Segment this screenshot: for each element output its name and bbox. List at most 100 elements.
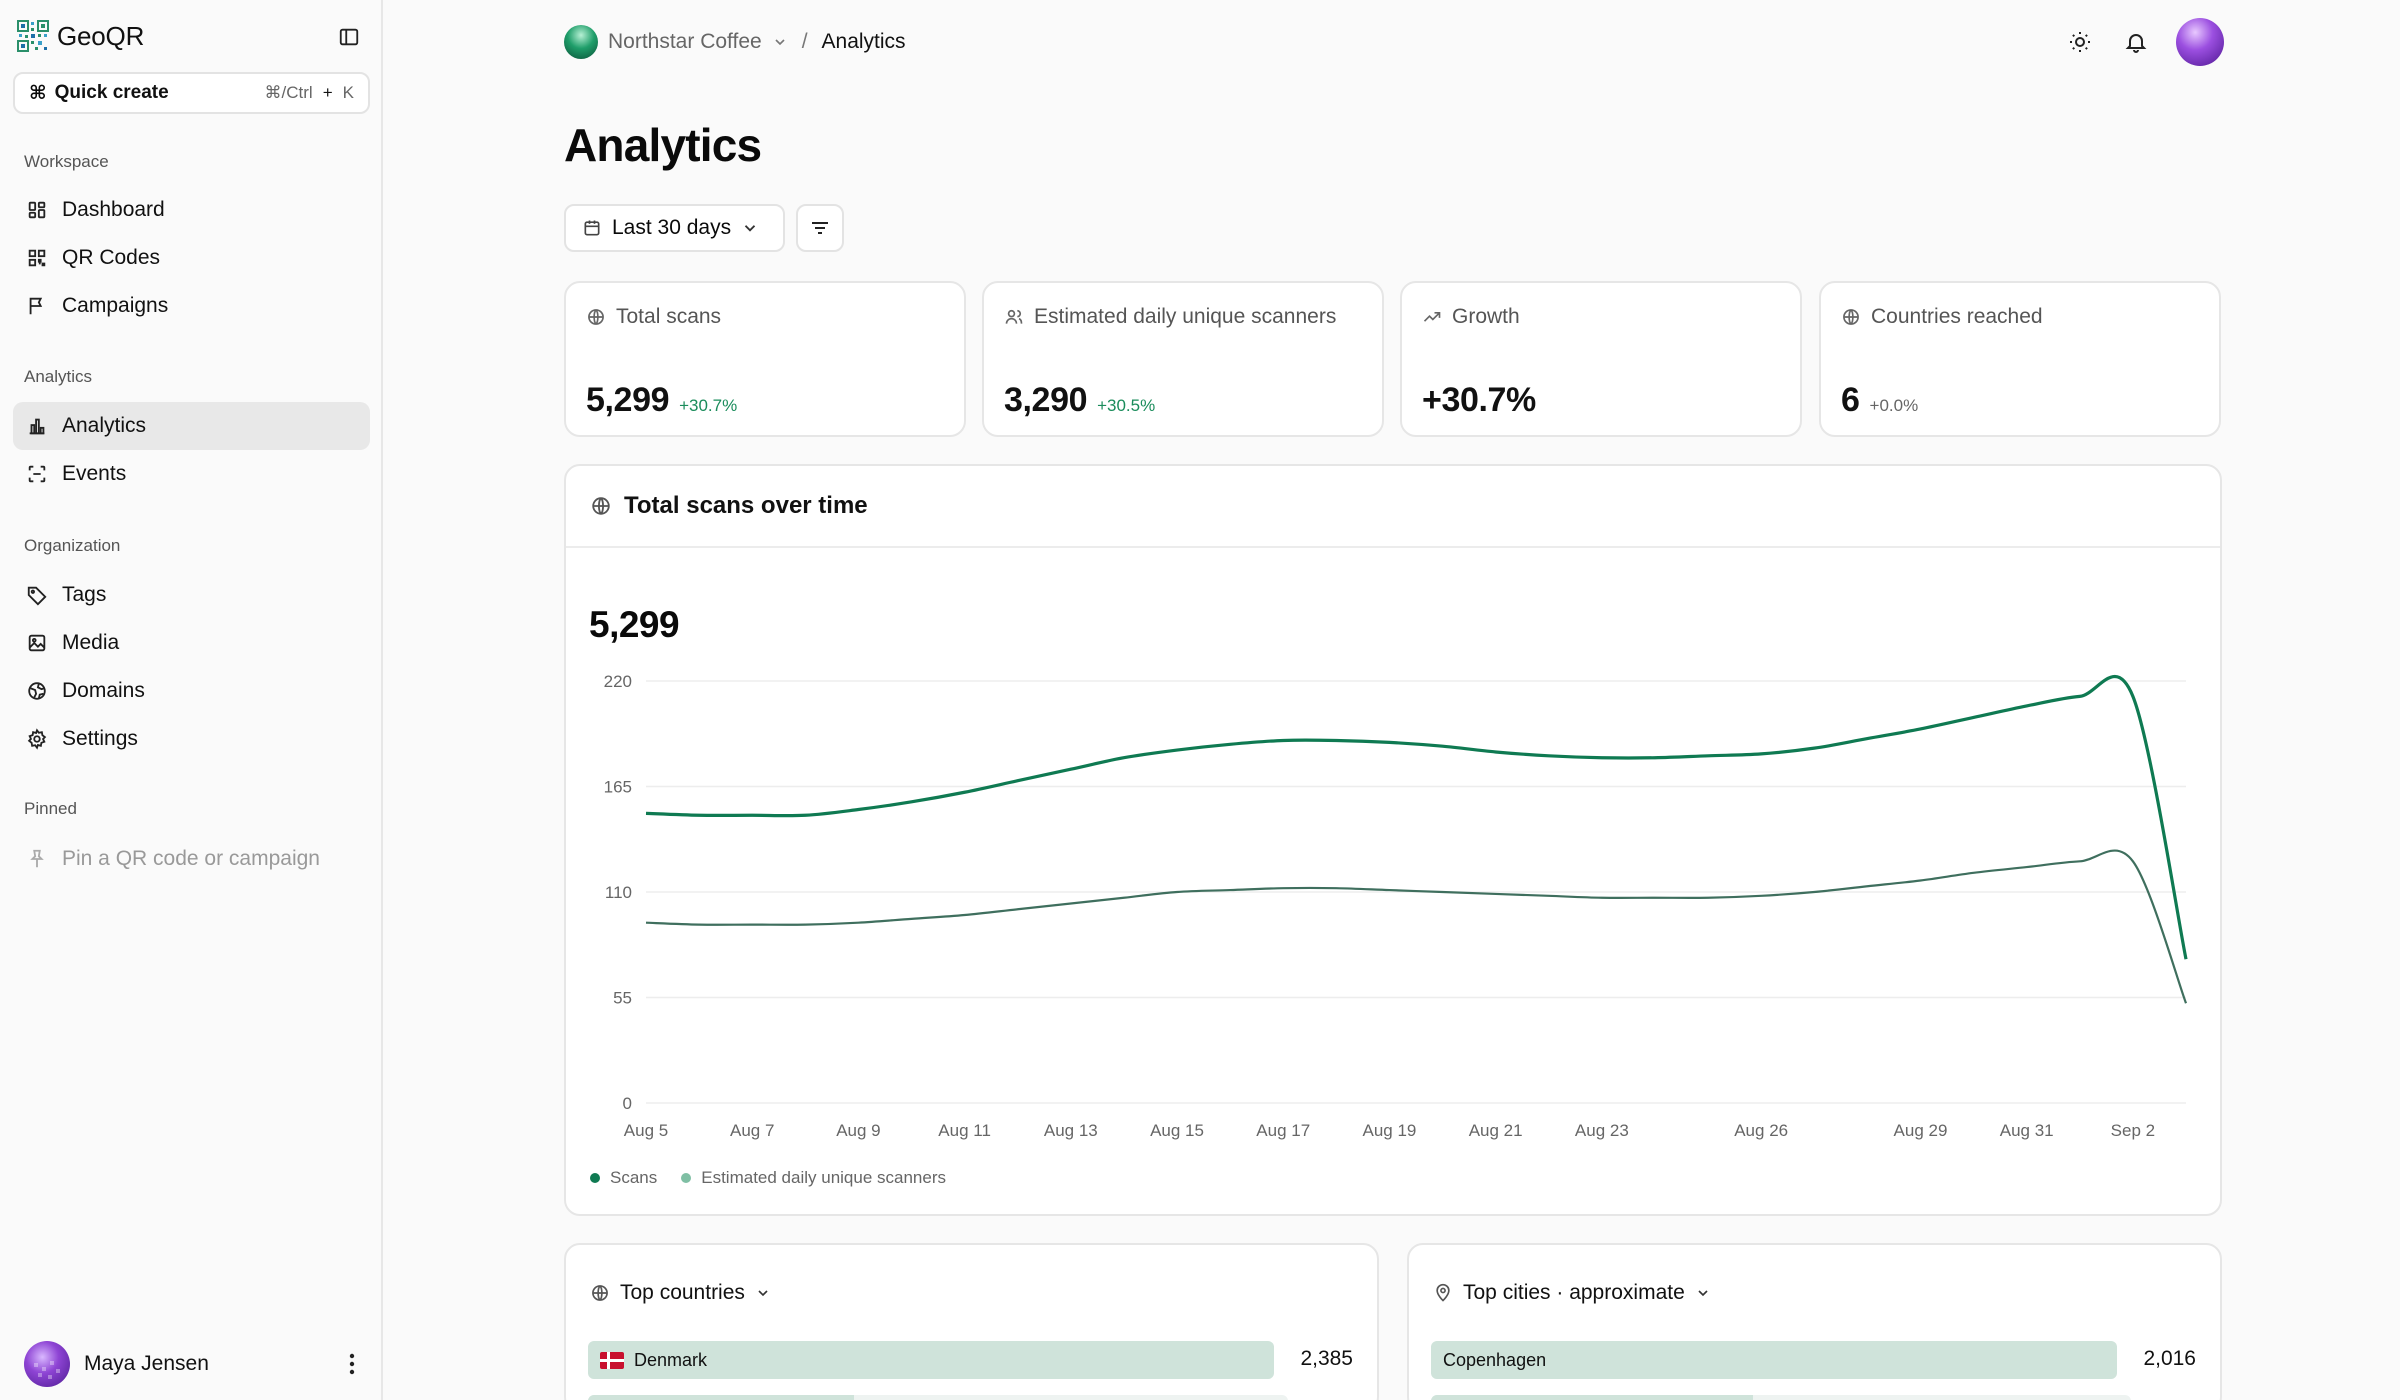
user-name: Maya Jensen: [84, 1352, 209, 1375]
chart-legend: Scans Estimated daily unique scanners: [590, 1168, 946, 1188]
denmark-flag-icon: [600, 1351, 624, 1369]
sidebar-item-dashboard[interactable]: Dashboard: [13, 186, 370, 234]
map-pin-icon: [1436, 1283, 1450, 1302]
breadcrumb: Northstar Coffee / Analytics: [564, 24, 906, 60]
sidebar-item-media[interactable]: Media: [13, 619, 370, 667]
filter-button[interactable]: [796, 204, 844, 252]
stat-number: 3,290: [1004, 381, 1088, 419]
section-analytics: Analytics: [24, 367, 93, 386]
x-tick-label: Aug 13: [1044, 1121, 1098, 1140]
top-actions: [2064, 18, 2224, 66]
page-title: Analytics: [564, 119, 762, 171]
sidebar-item-campaigns[interactable]: Campaigns: [13, 282, 370, 330]
calendar-icon: [584, 220, 600, 236]
gear-icon: [27, 728, 47, 750]
city-bar[interactable]: Copenhagen: [1431, 1341, 2117, 1379]
stat-number: +30.7%: [1422, 381, 1536, 419]
series-line-unique-scanners[interactable]: [645, 849, 2188, 1004]
user-menu[interactable]: Maya Jensen: [24, 1340, 364, 1388]
qr-logo-icon: [17, 20, 49, 52]
x-tick-label: Aug 5: [624, 1121, 668, 1140]
flag-icon: [29, 297, 43, 315]
command-icon: ⌘: [29, 82, 47, 104]
kebab-icon: [349, 1353, 355, 1375]
org-switcher[interactable]: Northstar Coffee: [608, 30, 762, 53]
chart-total: 5,299: [589, 604, 680, 645]
sidebar-item-label: Campaigns: [62, 294, 169, 317]
globe-icon: [28, 682, 46, 700]
account-avatar[interactable]: [2176, 18, 2224, 66]
trending-up-icon: [1423, 312, 1441, 322]
stat-label-text: Total scans: [616, 305, 722, 328]
sidebar-item-label: Media: [62, 631, 120, 654]
series-line-scans[interactable]: [645, 675, 2188, 960]
card-title: Top countries: [620, 1281, 745, 1304]
legend-item-scans: Scans: [590, 1168, 657, 1188]
x-tick-label: Sep 2: [2111, 1121, 2155, 1140]
chart-title: Total scans over time: [624, 492, 868, 519]
sidebar-item-label: Dashboard: [62, 198, 165, 221]
sidebar-item-label: Events: [62, 462, 127, 485]
section-workspace: Workspace: [24, 152, 109, 171]
sidebar-panel-icon: [339, 28, 359, 46]
app-name: GeoQR: [57, 20, 145, 51]
sidebar-toggle-button[interactable]: [334, 22, 364, 52]
globe-icon: [1843, 309, 1859, 325]
city-bar-2[interactable]: [1431, 1395, 2131, 1400]
y-tick-label: 220: [604, 672, 632, 691]
sidebar-item-events[interactable]: Events: [13, 450, 370, 498]
x-tick-label: Aug 11: [938, 1121, 991, 1140]
y-tick-label: 0: [623, 1094, 632, 1113]
section-pinned: Pinned: [24, 799, 77, 818]
sidebar-item-label: Domains: [62, 679, 145, 702]
line-chart: 0 55 110 165 220 Aug 5 Aug 7 Aug 9 Aug 11 Aug 13 A…: [604, 672, 2188, 1140]
globe-icon: [588, 309, 604, 325]
top-cities-dropdown[interactable]: Top cities · approximate: [1433, 1281, 1711, 1305]
notifications-button[interactable]: [2120, 26, 2152, 58]
sidebar-item-analytics[interactable]: Analytics: [13, 402, 370, 450]
image-icon: [28, 634, 46, 652]
date-range-select[interactable]: Last 30 days: [564, 204, 785, 252]
y-tick-label: 165: [604, 778, 632, 797]
stat-delta: +30.7%: [679, 396, 738, 415]
chart-header: Total scans over time: [566, 466, 2220, 548]
country-bar-2[interactable]: [588, 1395, 1288, 1400]
filter-icon: [812, 222, 828, 234]
legend-label: Scans: [610, 1168, 658, 1187]
breadcrumb-separator: /: [801, 30, 808, 53]
x-tick-label: Aug 23: [1575, 1121, 1629, 1140]
stat-value: 5,299 +30.7%: [586, 381, 737, 420]
breadcrumb-current: Analytics: [821, 30, 906, 53]
quick-create-label: Quick create: [54, 82, 169, 103]
globe-icon: [592, 497, 610, 515]
sun-icon: [2070, 32, 2090, 52]
brand[interactable]: GeoQR: [17, 20, 144, 52]
theme-toggle-button[interactable]: [2064, 26, 2096, 58]
country-name: Denmark: [634, 1349, 708, 1370]
sidebar-item-qr-codes[interactable]: QR Codes: [13, 234, 370, 282]
stat-label: Countries reached: [1841, 305, 2043, 329]
shortcut-hint: ⌘/Ctrl + K: [265, 83, 354, 103]
legend-item-unique: Estimated daily unique scanners: [681, 1168, 946, 1188]
sidebar-item-tags[interactable]: Tags: [13, 571, 370, 619]
stat-number: 6: [1841, 381, 1860, 419]
date-range-value: Last 30 days: [612, 216, 732, 239]
sidebar-item-settings[interactable]: Settings: [13, 715, 370, 763]
more-options-button[interactable]: [340, 1349, 364, 1379]
stat-delta: +30.5%: [1097, 396, 1156, 415]
stat-label-text: Estimated daily unique scanners: [1034, 305, 1337, 328]
tag-icon: [27, 586, 47, 606]
x-tick-label: Aug 19: [1363, 1121, 1417, 1140]
chevron-down-icon[interactable]: [772, 34, 788, 50]
x-tick-label: Aug 26: [1734, 1121, 1788, 1140]
country-bar[interactable]: Denmark: [588, 1341, 1274, 1379]
sidebar-item-label: Settings: [62, 727, 138, 750]
scan-icon: [28, 465, 46, 483]
users-icon: [1005, 309, 1023, 324]
top-countries-dropdown[interactable]: Top countries: [590, 1281, 771, 1305]
org-avatar[interactable]: [564, 25, 598, 59]
sidebar-item-domains[interactable]: Domains: [13, 667, 370, 715]
legend-dot: [681, 1173, 692, 1183]
sidebar-item-label: QR Codes: [62, 246, 161, 269]
quick-create-button[interactable]: ⌘ Quick create ⌘/Ctrl + K: [13, 72, 370, 114]
